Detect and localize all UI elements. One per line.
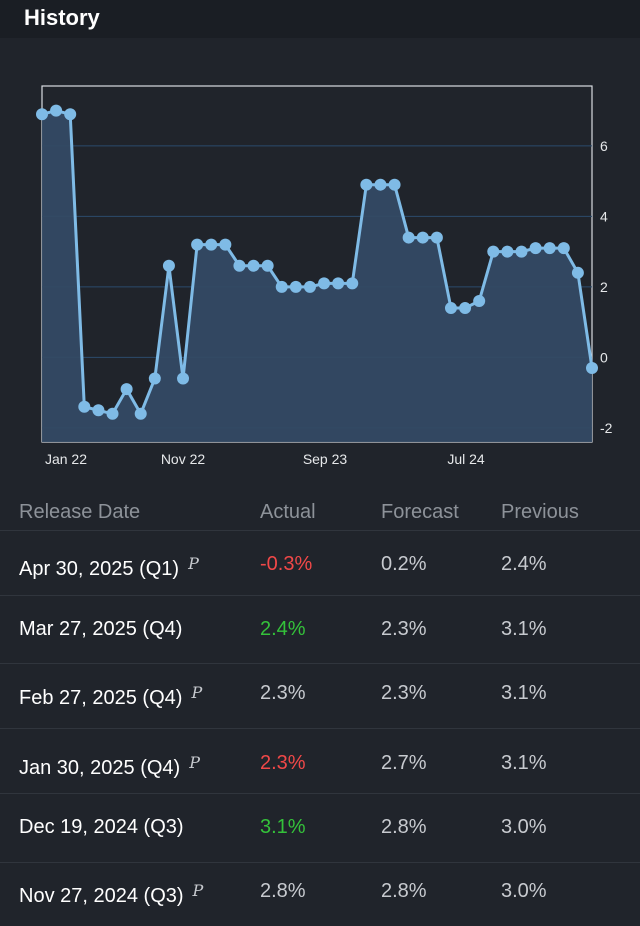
data-point — [416, 231, 429, 244]
actual-value: 2.3% — [260, 682, 306, 704]
forecast-value: 2.8% — [381, 880, 427, 902]
release-date-cell: Apr 30, 2025 (Q1) P — [19, 552, 199, 581]
release-date-text: Apr 30, 2025 (Q1) — [19, 558, 180, 580]
table-row[interactable]: Feb 27, 2025 (Q4) P 2.3% 2.3% 3.1% — [0, 664, 640, 729]
data-point — [106, 407, 119, 420]
forecast-value: 2.7% — [381, 752, 427, 774]
data-point — [388, 178, 401, 191]
table-row[interactable]: Apr 30, 2025 (Q1) P -0.3% 0.2% 2.4% — [0, 531, 640, 596]
data-point — [402, 231, 415, 244]
x-tick-label: Jul 24 — [447, 451, 485, 467]
x-tick-label: Jan 22 — [45, 451, 87, 467]
data-point — [586, 361, 598, 374]
data-point — [120, 383, 133, 396]
release-date-cell: Feb 27, 2025 (Q4) P — [19, 681, 202, 710]
data-point — [501, 245, 514, 258]
previous-value: 2.4% — [501, 553, 547, 575]
x-tick-label: Nov 22 — [161, 451, 206, 467]
y-tick-label: 2 — [600, 279, 608, 295]
release-date-cell: Dec 19, 2024 (Q3) — [19, 815, 184, 839]
preliminary-marker: P — [192, 881, 204, 900]
previous-value: 3.0% — [501, 880, 547, 902]
data-point — [430, 231, 443, 244]
release-date-text: Mar 27, 2025 (Q4) — [19, 618, 183, 640]
y-tick-label: 6 — [600, 138, 608, 154]
y-tick-label: 4 — [600, 208, 608, 224]
previous-value: 3.1% — [501, 682, 547, 704]
table-row[interactable]: Dec 19, 2024 (Q3) 3.1% 2.8% 3.0% — [0, 798, 640, 863]
data-point — [78, 400, 91, 413]
column-header-forecast: Forecast — [381, 501, 459, 523]
release-date-text: Jan 30, 2025 (Q4) — [19, 757, 181, 779]
data-point — [571, 266, 584, 279]
table-row[interactable]: Nov 27, 2024 (Q3) P 2.8% 2.8% 3.0% — [0, 862, 640, 926]
previous-value: 3.1% — [501, 752, 547, 774]
series-line — [41, 109, 594, 416]
forecast-value: 2.3% — [381, 682, 427, 704]
data-point — [64, 108, 77, 121]
data-point — [515, 245, 528, 258]
data-point — [529, 242, 542, 255]
release-date-text: Nov 27, 2024 (Q3) — [19, 885, 184, 907]
release-date-cell: Nov 27, 2024 (Q3) P — [19, 879, 203, 908]
data-point — [473, 295, 486, 308]
data-point — [360, 178, 373, 191]
preliminary-marker: P — [191, 683, 203, 702]
data-point — [303, 280, 316, 293]
data-point — [162, 259, 175, 272]
release-date-cell: Jan 30, 2025 (Q4) P — [19, 751, 200, 780]
previous-value: 3.0% — [501, 816, 547, 838]
data-point — [205, 238, 218, 251]
actual-value: -0.3% — [260, 553, 313, 575]
data-point — [92, 404, 105, 417]
forecast-value: 2.8% — [381, 816, 427, 838]
data-point — [177, 372, 190, 385]
preliminary-marker: P — [189, 753, 200, 772]
data-point — [444, 302, 457, 315]
data-point — [332, 277, 345, 290]
data-point — [346, 277, 359, 290]
table-row[interactable]: Jan 30, 2025 (Q4) P 2.3% 2.7% 3.1% — [0, 729, 640, 794]
column-header-release-date: Release Date — [19, 501, 141, 523]
column-header-previous: Previous — [501, 501, 579, 523]
data-point — [261, 259, 274, 272]
actual-value: 2.3% — [260, 752, 306, 774]
table-row[interactable]: Mar 27, 2025 (Q4) 2.4% 2.3% 3.1% — [0, 599, 640, 664]
release-date-cell: Mar 27, 2025 (Q4) — [19, 617, 182, 641]
y-tick-label: -2 — [600, 420, 613, 436]
data-point — [50, 104, 63, 117]
history-chart: 6 4 2 0 -2 Jan 22 Nov 22 Sep 23 Jul 24 — [0, 38, 640, 490]
data-point — [36, 108, 48, 121]
data-point — [148, 372, 161, 385]
data-point — [289, 280, 302, 293]
history-title: History — [24, 5, 100, 30]
data-point — [459, 302, 472, 315]
data-point — [318, 277, 331, 290]
release-date-text: Dec 19, 2024 (Q3) — [19, 816, 184, 838]
data-point — [374, 178, 387, 191]
preliminary-marker: P — [188, 554, 199, 573]
data-point — [191, 238, 204, 251]
history-header: History — [0, 0, 640, 38]
actual-value: 3.1% — [260, 816, 306, 838]
column-header-actual: Actual — [260, 501, 316, 523]
data-point — [219, 238, 232, 251]
actual-value: 2.8% — [260, 880, 306, 902]
previous-value: 3.1% — [501, 618, 547, 640]
x-tick-label: Sep 23 — [303, 451, 348, 467]
data-point — [134, 407, 147, 420]
data-point — [557, 242, 570, 255]
data-point — [247, 259, 260, 272]
release-date-text: Feb 27, 2025 (Q4) — [19, 687, 183, 709]
forecast-value: 2.3% — [381, 618, 427, 640]
history-chart-svg: 6 4 2 0 -2 Jan 22 Nov 22 Sep 23 Jul 24 — [36, 85, 613, 467]
data-point — [487, 245, 500, 258]
table-header: Release Date Actual Forecast Previous — [0, 492, 640, 531]
actual-value: 2.4% — [260, 618, 306, 640]
data-point — [543, 242, 556, 255]
data-point — [275, 280, 288, 293]
y-tick-label: 0 — [600, 349, 608, 365]
forecast-value: 0.2% — [381, 553, 427, 575]
data-point — [233, 259, 246, 272]
